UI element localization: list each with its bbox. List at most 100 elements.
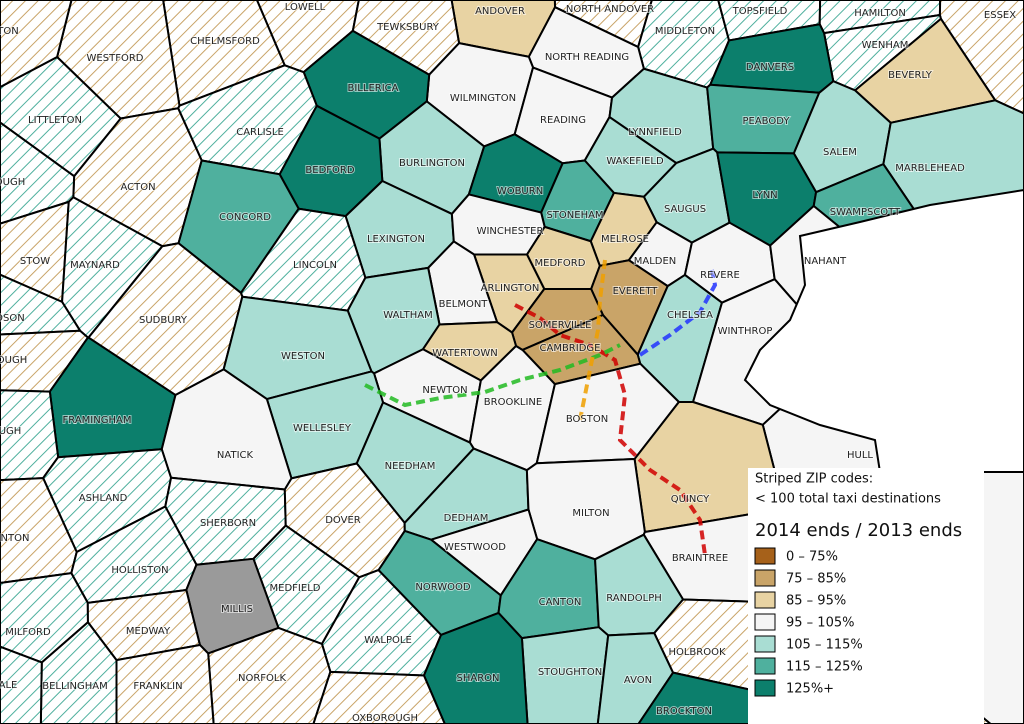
town-label: TON <box>0 26 19 37</box>
town-label: NORWOOD <box>415 582 471 593</box>
legend-swatch <box>754 569 776 587</box>
town-label: HOLBROOK <box>668 647 726 658</box>
town-label: READING <box>540 115 586 126</box>
town-label: CHELMSFORD <box>190 36 260 47</box>
town-label: MEDFIELD <box>270 583 321 594</box>
legend-swatch <box>754 679 776 697</box>
legend-label: 115 – 125% <box>786 660 863 675</box>
town-label: WALTHAM <box>383 310 432 321</box>
town-label: HOLLISTON <box>111 565 168 576</box>
town-label: DSON <box>0 313 25 324</box>
legend-swatch <box>754 657 776 675</box>
legend-label: 0 – 75% <box>786 550 838 565</box>
town-label: WELLESLEY <box>293 423 352 434</box>
town-label: SALEM <box>823 147 857 158</box>
town-label: BEVERLY <box>888 70 933 81</box>
town-label: HULL <box>847 450 873 461</box>
town-label: BOSTON <box>566 414 608 425</box>
town-label: TEWKSBURY <box>376 22 440 33</box>
town-label: BURLINGTON <box>399 158 465 169</box>
town-label: SWAMPSCOTT <box>830 207 901 218</box>
town-area <box>115 643 215 724</box>
town-label: WAKEFIELD <box>606 156 664 167</box>
town-label: FRANKLIN <box>133 681 182 692</box>
legend-swatch <box>754 613 776 631</box>
town-label: FRAMINGHAM <box>63 415 132 426</box>
town-label: WESTWOOD <box>444 542 506 553</box>
town-label: QUINCY <box>671 494 710 505</box>
town-label: WINCHESTER <box>477 226 544 237</box>
legend-note-title: Striped ZIP codes: <box>755 472 873 487</box>
transit-lines <box>364 259 718 556</box>
town-label: NTON <box>1 533 30 544</box>
town-label: BILLERICA <box>348 83 399 94</box>
town-label: STOW <box>20 256 50 267</box>
town-area <box>0 0 73 89</box>
town-label: LEXINGTON <box>367 234 425 245</box>
town-label: EVERETT <box>613 286 659 297</box>
town-label: RANDOLPH <box>606 593 662 604</box>
town-label: OUGH <box>0 355 27 366</box>
town-label: TOPSFIELD <box>732 6 788 17</box>
town-label: CANTON <box>539 597 582 608</box>
sea <box>743 188 1024 473</box>
town-label: ANDOVER <box>475 6 525 17</box>
town-label: CHELSEA <box>667 310 713 321</box>
town-label: DEDHAM <box>444 513 489 524</box>
town-label: MILLIS <box>221 604 253 615</box>
legend-swatch <box>754 547 776 565</box>
town-area <box>312 670 446 724</box>
legend-label: 125%+ <box>786 682 834 697</box>
town-label: STOUGHTON <box>538 667 602 678</box>
town-label: WESTON <box>281 351 325 362</box>
town-label: MELROSE <box>601 234 649 245</box>
town-label: WESTFORD <box>87 53 144 64</box>
legend-box <box>748 468 984 724</box>
town-label: WOBURN <box>497 186 543 197</box>
legend: Striped ZIP codes: < 100 total taxi dest… <box>748 468 984 724</box>
blue-line <box>638 269 718 357</box>
legend-swatch <box>754 635 776 653</box>
town-label: PEABODY <box>742 116 790 127</box>
town-label: WINTHROP <box>718 326 773 337</box>
legend-items: 0 – 75% 75 – 85% 85 – 95% 95 – 105% 105 – 11… <box>754 547 863 697</box>
town-label: NEEDHAM <box>385 461 436 472</box>
town-label: SHARON <box>456 673 499 684</box>
town-label: NORTH ANDOVER <box>566 4 654 15</box>
town-label: ARLINGTON <box>481 283 540 294</box>
town-label: LYNNFIELD <box>628 127 682 138</box>
town-label: OUGH <box>0 177 25 188</box>
town-label: ALE <box>0 680 17 691</box>
town-label: WATERTOWN <box>432 348 497 359</box>
town-label: WILMINGTON <box>450 93 516 104</box>
town-label: ESSEX <box>984 10 1016 21</box>
town-label: ASHLAND <box>79 493 128 504</box>
town-label: HAMILTON <box>854 8 906 19</box>
town-label: MEDFORD <box>535 258 586 269</box>
town-label: CAMBRIDGE <box>540 343 601 354</box>
town-label: MEDWAY <box>126 626 171 637</box>
town-label: UGH <box>0 426 21 437</box>
town-label: OXBOROUGH <box>352 713 418 724</box>
legend-swatch <box>754 591 776 609</box>
town-label: NATICK <box>217 450 254 461</box>
town-label: SUDBURY <box>139 315 188 326</box>
town-label: SHERBORN <box>200 518 256 529</box>
orange-line <box>578 259 607 421</box>
legend-note: < 100 total taxi destinations <box>755 492 941 507</box>
town-label: BELMONT <box>439 299 489 310</box>
town-label: BROOKLINE <box>484 397 542 408</box>
town-label: NORFOLK <box>238 673 286 684</box>
town-label: STONEHAM <box>546 210 603 221</box>
town-area <box>0 645 43 724</box>
town-label: MARBLEHEAD <box>895 163 965 174</box>
town-label: LOWELL <box>285 2 326 13</box>
red-line <box>514 303 707 556</box>
legend-label: 95 – 105% <box>786 616 854 631</box>
town-label: BROCKTON <box>656 706 712 717</box>
town-label: NEWTON <box>422 385 467 396</box>
town-label: WENHAM <box>862 40 909 51</box>
